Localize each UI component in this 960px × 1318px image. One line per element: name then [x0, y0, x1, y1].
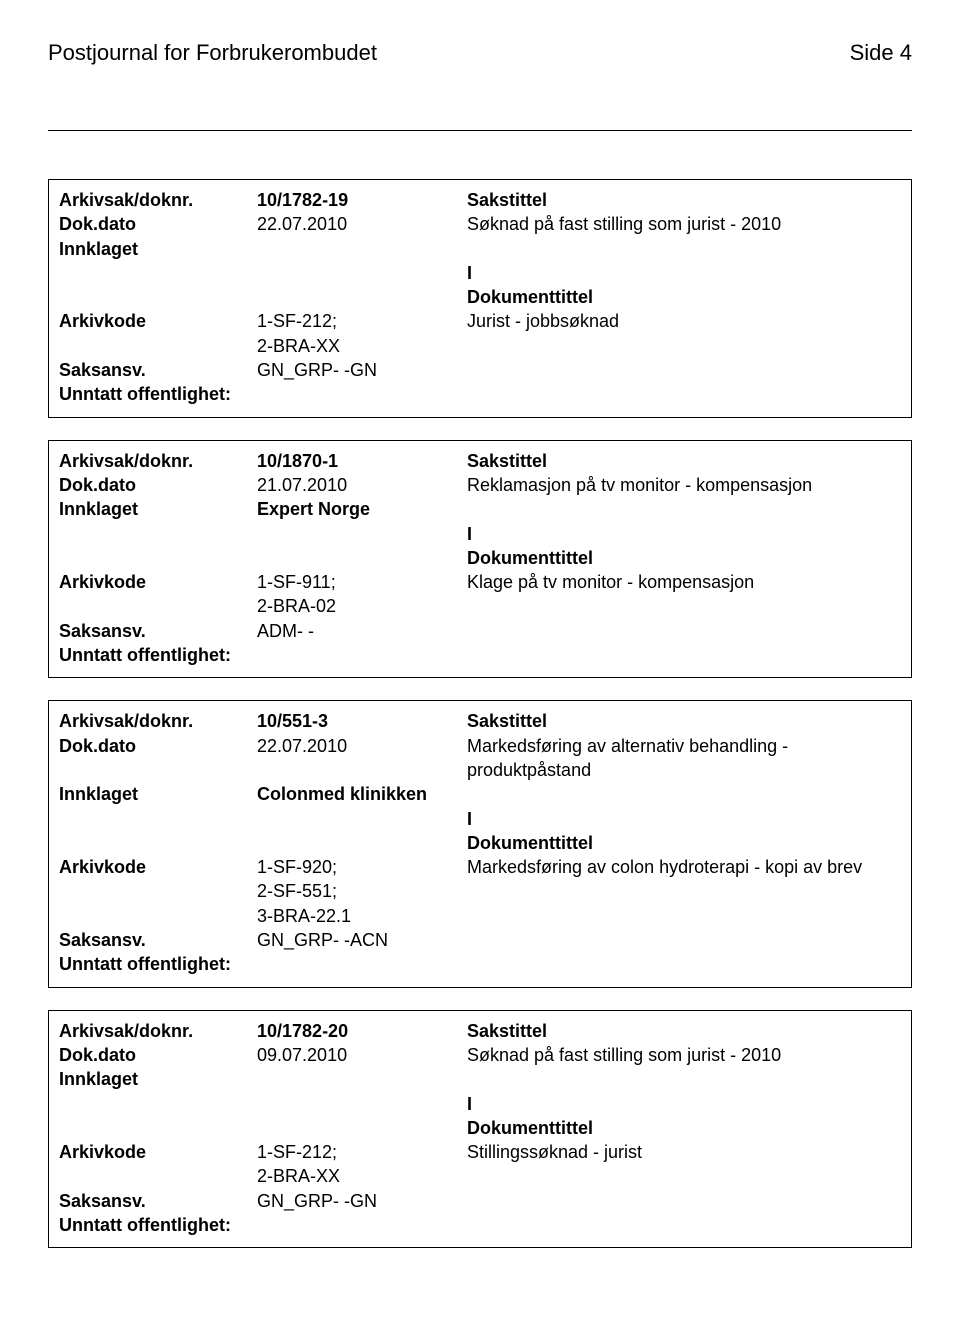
- value-io: I: [467, 522, 901, 546]
- value-arkivkode: 1-SF-920;: [257, 855, 467, 879]
- value-dokdato: 21.07.2010: [257, 473, 467, 497]
- label-arkivsak: Arkivsak/doknr.: [59, 188, 257, 212]
- label-dokumenttittel: Dokumenttittel: [467, 1116, 901, 1140]
- value-dokdato: 22.07.2010: [257, 212, 467, 236]
- label-sakstittel: Sakstittel: [467, 449, 901, 473]
- value-dokdato: 09.07.2010: [257, 1043, 467, 1067]
- label-unntatt: Unntatt offentlighet:: [59, 643, 231, 667]
- label-dokdato: Dok.dato: [59, 734, 257, 758]
- records-container: Arkivsak/doknr.10/1782-19SakstittelDok.d…: [48, 179, 912, 1248]
- label-unntatt: Unntatt offentlighet:: [59, 952, 231, 976]
- label-dokumenttittel: Dokumenttittel: [467, 546, 901, 570]
- label-arkivkode: Arkivkode: [59, 309, 257, 333]
- page-header: Postjournal for Forbrukerombudet Side 4: [48, 40, 912, 66]
- value-arkivkode: 1-SF-212;: [257, 309, 467, 333]
- record: Arkivsak/doknr.10/1870-1Sakstittel Dok.da…: [48, 440, 912, 679]
- label-dokumenttittel: Dokumenttittel: [467, 285, 901, 309]
- value-io: I: [467, 807, 901, 831]
- value-io: I: [467, 261, 901, 285]
- label-arkivsak: Arkivsak/doknr.: [59, 709, 257, 733]
- value-saksansv: GN_GRP- -ACN: [257, 928, 467, 952]
- value-doknr: 10/1782-19: [257, 188, 467, 212]
- value-saksansv: GN_GRP- -GN: [257, 1189, 467, 1213]
- label-dokdato: Dok.dato: [59, 473, 257, 497]
- header-title: Postjournal for Forbrukerombudet: [48, 40, 377, 66]
- label-unntatt: Unntatt offentlighet:: [59, 382, 231, 406]
- record: Arkivsak/doknr.10/551-3Sakstittel Dok.dat…: [48, 700, 912, 987]
- label-innklaget: Innklaget: [59, 237, 257, 261]
- header-rule: [48, 130, 912, 131]
- label-dokumenttittel: Dokumenttittel: [467, 831, 901, 855]
- label-arkivsak: Arkivsak/doknr.: [59, 449, 257, 473]
- value-innklaget: Expert Norge: [257, 497, 467, 521]
- value-dokumenttittel: Stillingssøknad - jurist: [467, 1140, 901, 1164]
- value-arkivkode: 1-SF-911;: [257, 570, 467, 594]
- value-sakstittel: Søknad på fast stilling som jurist - 201…: [467, 1043, 901, 1067]
- page-number: Side 4: [850, 40, 912, 66]
- value-sakstittel: Reklamasjon på tv monitor - kompensasjon: [467, 473, 901, 497]
- record: Arkivsak/doknr.10/1782-20Sakstittel Dok.d…: [48, 1010, 912, 1249]
- label-sakstittel: Sakstittel: [467, 188, 901, 212]
- record: Arkivsak/doknr.10/1782-19Sakstittel Dok.d…: [48, 179, 912, 418]
- value-innklaget: Colonmed klinikken: [257, 782, 467, 806]
- label-sakstittel: Sakstittel: [467, 709, 901, 733]
- value-doknr: 10/1870-1: [257, 449, 467, 473]
- value-dokdato: 22.07.2010: [257, 734, 467, 758]
- value-saksansv: GN_GRP- -GN: [257, 358, 467, 382]
- label-saksansv: Saksansv.: [59, 358, 257, 382]
- label-saksansv: Saksansv.: [59, 928, 257, 952]
- label-dokdato: Dok.dato: [59, 1043, 257, 1067]
- page: Postjournal for Forbrukerombudet Side 4 …: [0, 0, 960, 1318]
- value-arkivkode: 1-SF-212;: [257, 1140, 467, 1164]
- label-innklaget: Innklaget: [59, 1067, 257, 1091]
- label-arkivsak: Arkivsak/doknr.: [59, 1019, 257, 1043]
- value-saksansv: ADM- -: [257, 619, 467, 643]
- label-unntatt: Unntatt offentlighet:: [59, 1213, 231, 1237]
- value-dokumenttittel: Klage på tv monitor - kompensasjon: [467, 570, 901, 594]
- value-arkivkode: 2-BRA-XX: [257, 1164, 467, 1188]
- label-arkivkode: Arkivkode: [59, 1140, 257, 1164]
- label-dokdato: Dok.dato: [59, 212, 257, 236]
- label-saksansv: Saksansv.: [59, 1189, 257, 1213]
- label-innklaget: Innklaget: [59, 497, 257, 521]
- value-doknr: 10/551-3: [257, 709, 467, 733]
- value-io: I: [467, 1092, 901, 1116]
- label-arkivkode: Arkivkode: [59, 855, 257, 879]
- value-arkivkode: 2-BRA-XX: [257, 334, 467, 358]
- label-arkivkode: Arkivkode: [59, 570, 257, 594]
- label-saksansv: Saksansv.: [59, 619, 257, 643]
- label-sakstittel: Sakstittel: [467, 1019, 901, 1043]
- value-arkivkode: 2-BRA-02: [257, 594, 467, 618]
- value-arkivkode: 2-SF-551;: [257, 879, 467, 903]
- value-sakstittel: Søknad på fast stilling som jurist - 201…: [467, 212, 901, 236]
- value-doknr: 10/1782-20: [257, 1019, 467, 1043]
- value-arkivkode: 3-BRA-22.1: [257, 904, 467, 928]
- value-dokumenttittel: Markedsføring av colon hydroterapi - kop…: [467, 855, 901, 879]
- label-innklaget: Innklaget: [59, 782, 257, 806]
- value-sakstittel: Markedsføring av alternativ behandling -…: [467, 734, 901, 783]
- value-dokumenttittel: Jurist - jobbsøknad: [467, 309, 901, 333]
